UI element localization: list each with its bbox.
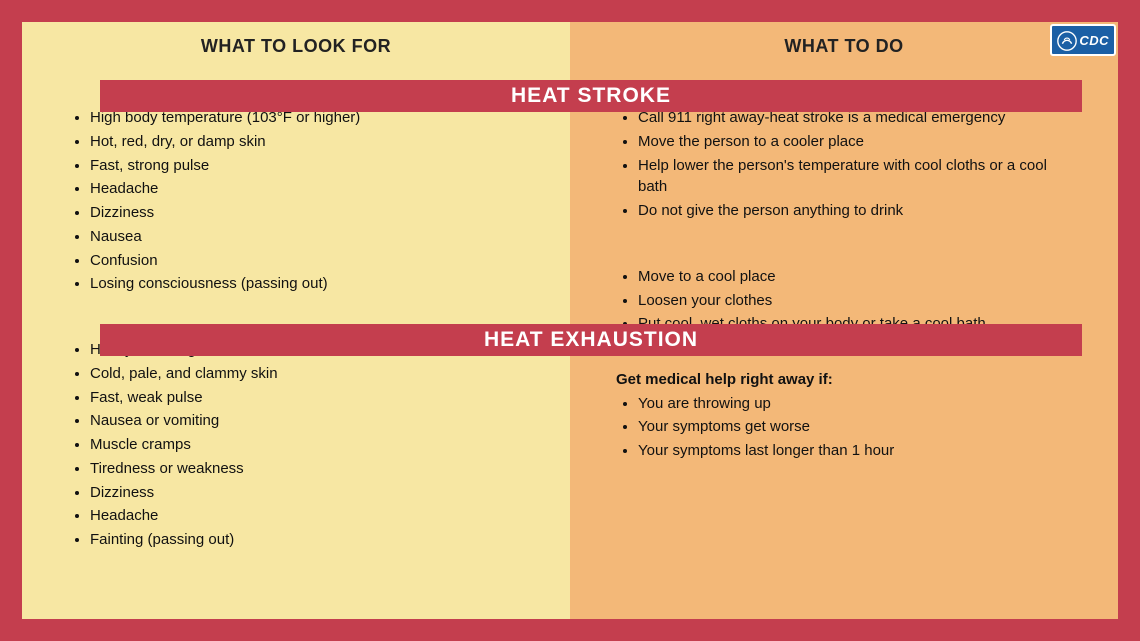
list-item: Fainting (passing out)	[90, 529, 530, 551]
list-item: Do not give the person anything to drink	[638, 200, 1078, 222]
list-item: Fast, strong pulse	[90, 155, 530, 177]
list-item: Cold, pale, and clammy skin	[90, 363, 530, 385]
exhaustion-look-for: Heavy sweatingCold, pale, and clammy ski…	[62, 339, 530, 551]
list-item: Confusion	[90, 250, 530, 272]
list-item: Tiredness or weakness	[90, 458, 530, 480]
banner-heat-exhaustion-label: HEAT EXHAUSTION	[450, 324, 732, 356]
list-item: Move the person to a cooler place	[638, 131, 1078, 153]
list-item: Your symptoms get worse	[638, 416, 1078, 438]
medical-help-header: Get medical help right away if:	[616, 369, 1078, 391]
list-item: Help lower the person's temperature with…	[638, 155, 1078, 199]
header-what-to-do: WHAT TO DO	[610, 36, 1078, 57]
cdc-text: CDC	[1079, 33, 1109, 48]
medical-help-list: You are throwing upYour symptoms get wor…	[610, 393, 1078, 462]
stroke-what-to-do-list: Call 911 right away-heat stroke is a med…	[610, 107, 1078, 222]
stroke-look-for-list: High body temperature (103°F or higher)H…	[62, 107, 530, 295]
list-item: Dizziness	[90, 202, 530, 224]
hhs-icon	[1056, 30, 1078, 52]
list-item: Dizziness	[90, 482, 530, 504]
stroke-look-for: High body temperature (103°F or higher)H…	[62, 107, 530, 295]
list-item: Hot, red, dry, or damp skin	[90, 131, 530, 153]
exhaustion-what-to-do: Move to a cool placeLoosen your clothesP…	[610, 266, 1078, 462]
info-panel: WHAT TO LOOK FOR High body temperature (…	[22, 22, 1118, 619]
list-item: Headache	[90, 505, 530, 527]
list-item: Losing consciousness (passing out)	[90, 273, 530, 295]
list-item: Your symptoms last longer than 1 hour	[638, 440, 1078, 462]
list-item: Headache	[90, 178, 530, 200]
header-look-for: WHAT TO LOOK FOR	[62, 36, 530, 57]
banner-heat-stroke-label: HEAT STROKE	[477, 80, 705, 112]
list-item: Nausea	[90, 226, 530, 248]
cdc-logo-badge: CDC	[1050, 24, 1116, 56]
list-item: Move to a cool place	[638, 266, 1078, 288]
list-item: Loosen your clothes	[638, 290, 1078, 312]
list-item: Muscle cramps	[90, 434, 530, 456]
banner-heat-stroke: HEAT STROKE	[100, 80, 1082, 112]
list-item: Fast, weak pulse	[90, 387, 530, 409]
list-item: You are throwing up	[638, 393, 1078, 415]
list-item: Nausea or vomiting	[90, 410, 530, 432]
exhaustion-look-for-list: Heavy sweatingCold, pale, and clammy ski…	[62, 339, 530, 551]
stroke-what-to-do: Call 911 right away-heat stroke is a med…	[610, 107, 1078, 222]
banner-heat-exhaustion: HEAT EXHAUSTION	[100, 324, 1082, 356]
